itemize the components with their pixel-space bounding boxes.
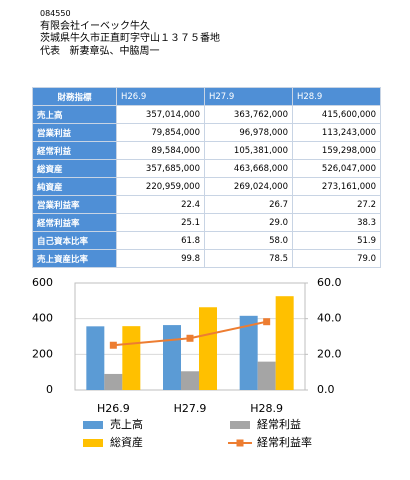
table-cell: 38.3 <box>292 213 381 232</box>
table-cell: 99.8 <box>116 249 205 268</box>
address: 茨城県牛久市正直町字守山１３７５番地 <box>40 33 220 44</box>
table-cell: 363,762,000 <box>204 105 293 124</box>
representative: 新妻章弘、中脇周一 <box>69 45 160 57</box>
row-label: 営業利益 <box>32 123 117 142</box>
line-marker <box>263 318 271 326</box>
y-tick-label: 0 <box>46 383 53 396</box>
finance-table: 財務指標 H26.9 H27.9 H28.9 売上高 357,014,000 363,762… <box>32 87 381 268</box>
y-tick-label: 400 <box>32 312 53 325</box>
column-header: 財務指標 <box>32 87 117 106</box>
table-row: 営業利益率 22.4 26.7 27.2 <box>32 195 381 214</box>
table-row: 売上高 357,014,000 363,762,000 415,600,000 <box>32 105 381 124</box>
table-cell: 78.5 <box>204 249 293 268</box>
code: 084550 <box>40 9 71 18</box>
table-cell: 61.8 <box>116 231 205 250</box>
line-marker <box>186 334 194 342</box>
row-label: 経常利益 <box>32 141 117 160</box>
y2-tick-label: 40.0 <box>317 312 342 325</box>
header-row: 財務指標 H26.9 H27.9 H28.9 <box>32 87 381 106</box>
table-cell: 269,024,000 <box>204 177 293 196</box>
header: 084550 有限会社イーベック牛久 茨城県牛久市正直町字守山１３７５番地 代表… <box>40 8 220 58</box>
table-row: 総資産 357,685,000 463,668,000 526,047,000 <box>32 159 381 178</box>
table-cell: 415,600,000 <box>292 105 381 124</box>
legend-swatch <box>83 421 103 429</box>
table-cell: 79,854,000 <box>116 123 205 142</box>
bar <box>86 326 105 390</box>
table-cell: 22.4 <box>116 195 205 214</box>
row-label: 総資産 <box>32 159 117 178</box>
row-label: 営業利益率 <box>32 195 117 214</box>
bar <box>199 307 217 390</box>
table-cell: 27.2 <box>292 195 381 214</box>
table-cell: 159,298,000 <box>292 141 381 160</box>
line-marker <box>109 341 117 349</box>
table-cell: 29.0 <box>204 213 293 232</box>
bar <box>239 315 258 390</box>
row-label: 経常利益率 <box>32 213 117 232</box>
bar <box>104 373 123 390</box>
bar <box>181 371 199 390</box>
table-cell: 26.7 <box>204 195 293 214</box>
bar <box>257 361 276 390</box>
y-tick-label: 200 <box>32 347 53 360</box>
table-cell: 51.9 <box>292 231 381 250</box>
column-header: H26.9 <box>116 87 205 106</box>
table-cell: 96,978,000 <box>204 123 293 142</box>
table-cell: 357,014,000 <box>116 105 205 124</box>
column-header: H28.9 <box>292 87 381 106</box>
table-cell: 105,381,000 <box>204 141 293 160</box>
row-label: 売上資産比率 <box>32 249 117 268</box>
table-cell: 58.0 <box>204 231 293 250</box>
legend-swatch <box>236 439 244 447</box>
chart: 0 200 400 600 0.0 20.0 40.0 60.0 H26.9 H27.9 H28.9… <box>32 276 342 449</box>
bar <box>275 296 294 390</box>
y-tick-label: 600 <box>32 276 53 289</box>
company: 有限会社イーベック牛久 <box>40 20 150 32</box>
representative-line: 代表 新妻章弘、中脇周一 <box>40 46 220 59</box>
table-cell: 220,959,000 <box>116 177 205 196</box>
legend-label: 経常利益 <box>257 417 301 431</box>
legend-swatch <box>83 439 103 447</box>
row-label: 売上高 <box>32 105 117 124</box>
table-cell: 89,584,000 <box>116 141 205 160</box>
legend-swatch <box>230 421 250 429</box>
table-cell: 273,161,000 <box>292 177 381 196</box>
y2-tick-label: 60.0 <box>317 276 342 289</box>
legend-label: 経常利益率 <box>257 435 312 449</box>
x-tick-label: H26.9 <box>97 402 130 415</box>
bar <box>122 326 141 390</box>
bar <box>163 325 181 390</box>
row-label: 自己資本比率 <box>32 231 117 250</box>
table-cell: 79.0 <box>292 249 381 268</box>
table-row: 経常利益率 25.1 29.0 38.3 <box>32 213 381 232</box>
representative-label: 代表 <box>40 45 60 57</box>
table-row: 営業利益 79,854,000 96,978,000 113,243,000 <box>32 123 381 142</box>
x-tick-label: H28.9 <box>250 402 283 415</box>
table-cell: 526,047,000 <box>292 159 381 178</box>
table-cell: 113,243,000 <box>292 123 381 142</box>
table-cell: 25.1 <box>116 213 205 232</box>
legend-label: 売上高 <box>110 417 143 431</box>
table-row: 経常利益 89,584,000 105,381,000 159,298,000 <box>32 141 381 160</box>
table-cell: 357,685,000 <box>116 159 205 178</box>
legend-label: 総資産 <box>110 435 143 449</box>
y2-tick-label: 20.0 <box>317 347 342 360</box>
row-label: 純資産 <box>32 177 117 196</box>
table-row: 売上資産比率 99.8 78.5 79.0 <box>32 249 381 268</box>
table-row: 純資産 220,959,000 269,024,000 273,161,000 <box>32 177 381 196</box>
column-header: H27.9 <box>204 87 293 106</box>
x-tick-label: H27.9 <box>174 402 207 415</box>
table-row: 自己資本比率 61.8 58.0 51.9 <box>32 231 381 250</box>
table-cell: 463,668,000 <box>204 159 293 178</box>
y2-tick-label: 0.0 <box>317 383 335 396</box>
